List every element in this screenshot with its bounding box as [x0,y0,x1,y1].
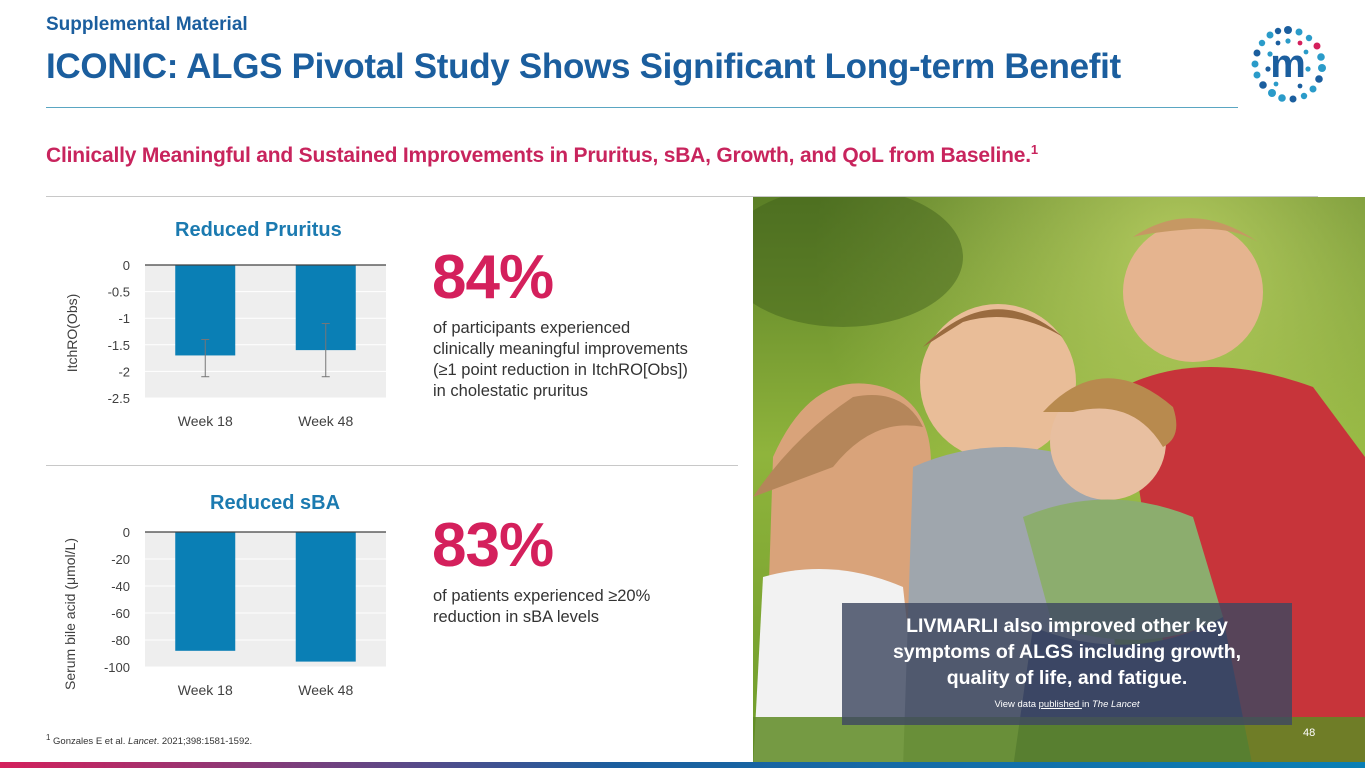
footnote-prefix: Gonzales E et al. [50,736,129,748]
logo-dot [1315,75,1323,83]
stat-line: of participants experienced [433,319,631,337]
y-tick-label: -80 [111,633,130,648]
stat-line: in cholestatic pruritus [433,382,588,400]
logo-dot [1297,83,1303,89]
logo-dot [1253,71,1261,79]
logo-letter: m [1270,42,1306,86]
logo-dot [1268,89,1276,97]
pruritus-bar-chart: 0 -0.5 -1 -1.5 -2 -2.5 Week 18 Week 48 [108,258,386,429]
logo-dot [1278,94,1286,102]
logo-dot [1284,26,1292,34]
y-tick-label: -2 [118,364,130,379]
y-axis-label-pruritus: ItchRO(Obs) [64,293,80,373]
bar [295,532,356,662]
stat-line: clinically meaningful improvements [433,340,688,358]
logo-dot [1313,42,1321,50]
logo-dot [1273,81,1279,87]
logo-dot [1309,85,1317,93]
footnote: 1 Gonzales E et al. Lancet. 2021;398:158… [46,733,252,747]
y-tick-label: -1 [118,311,130,326]
logo-dot [1253,49,1261,57]
stat-description-sba: of patients experienced ≥20% reduction i… [433,586,650,628]
bar [175,532,236,651]
x-tick-label: Week 48 [298,682,353,698]
callout-text: LIVMARLI also improved other key symptom… [892,615,1242,689]
subtitle-divider [46,196,1318,197]
logo-dot [1265,66,1271,72]
logo-dot [1258,39,1266,47]
subtitle-text: Clinically Meaningful and Sustained Impr… [46,144,1031,167]
logo-dot [1274,27,1282,35]
callout-source-suffix: in [1081,699,1092,710]
page-number: 48 [1303,727,1316,739]
stat-line: (≥1 point reduction in ItchRO[Obs]) [433,361,688,379]
x-tick-label: Week 18 [178,682,233,698]
callout-box: LIVMARLI also improved other key symptom… [842,603,1292,725]
stat-value-sba: 83% [432,511,554,580]
footnote-suffix: . 2021;398:1581-1592. [156,736,253,748]
y-axis-label-sba: Serum bile acid (μmol/L) [62,538,78,691]
y-tick-label: -60 [111,606,130,621]
chart-title-sba: Reduced sBA [210,492,341,514]
logo-dot [1318,64,1326,72]
y-tick-label: -100 [104,660,130,675]
chart-title-pruritus: Reduced Pruritus [175,219,342,241]
callout-source-prefix: View data [994,699,1039,710]
stat-line: reduction in sBA levels [433,608,600,626]
logo-dot [1275,40,1281,46]
logo-dot [1289,95,1297,103]
stat-description-pruritus: of participants experienced clinically m… [433,318,688,402]
logo-dot [1300,92,1308,100]
logo-dot [1259,81,1267,89]
company-logo-icon: m [1251,26,1326,103]
logo-dot [1251,60,1259,68]
x-tick-label: Week 18 [178,413,233,429]
footnote-journal: Lancet [128,736,157,748]
sba-bar-chart: 0 -20 -40 -60 -80 -100 Week 18 Week 48 [104,525,386,698]
stat-line: of patients experienced ≥20% [433,587,651,605]
logo-dot [1266,31,1274,39]
section-label: Supplemental Material [46,14,248,35]
logo-dot [1267,51,1273,57]
y-tick-label: -20 [111,552,130,567]
stat-value-pruritus: 84% [432,243,554,312]
subtitle: Clinically Meaningful and Sustained Impr… [46,142,1038,168]
y-tick-label: -40 [111,579,130,594]
x-tick-label: Week 48 [298,413,353,429]
logo-dot [1297,40,1303,46]
y-tick-label: 0 [123,525,130,540]
y-tick-label: -1.5 [108,338,130,353]
logo-dot [1295,28,1303,36]
footnote-marker: 1 [46,733,51,742]
logo-dot [1305,66,1311,72]
y-tick-label: -2.5 [108,391,130,406]
logo-dot [1305,34,1313,42]
callout-source: View data published in The Lancet [842,699,1292,710]
logo-dot [1285,38,1291,44]
page-title: ICONIC: ALGS Pivotal Study Shows Signifi… [46,47,1121,86]
logo-dot [1317,53,1325,61]
logo-dot [1303,49,1309,55]
section-divider [46,465,738,466]
y-tick-label: 0 [123,258,130,273]
bottom-color-bar [0,762,1365,768]
callout-journal: The Lancet [1092,699,1140,710]
y-tick-label: -0.5 [108,285,130,300]
published-link[interactable]: published [1038,699,1082,710]
title-divider [46,107,1238,108]
subtitle-footnote-ref: 1 [1030,142,1038,157]
